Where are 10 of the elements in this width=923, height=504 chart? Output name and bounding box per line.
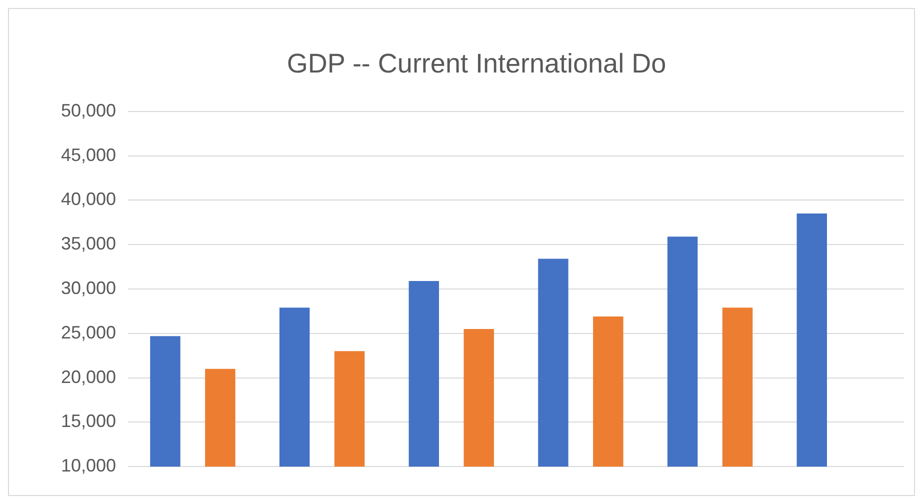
y-tick-label: 50,000 <box>60 100 116 120</box>
y-tick-label: 10,000 <box>60 456 116 476</box>
chart-title: GDP -- Current International Do <box>286 48 666 79</box>
y-tick-label: 45,000 <box>60 144 116 165</box>
y-tick-label: 25,000 <box>60 322 116 342</box>
y-tick-label: 20,000 <box>60 366 116 387</box>
y-tick-label: 30,000 <box>60 278 116 298</box>
y-tick-label: 35,000 <box>60 234 116 254</box>
y-tick-label: 15,000 <box>60 411 116 432</box>
y-tick-label: 40,000 <box>60 189 116 210</box>
